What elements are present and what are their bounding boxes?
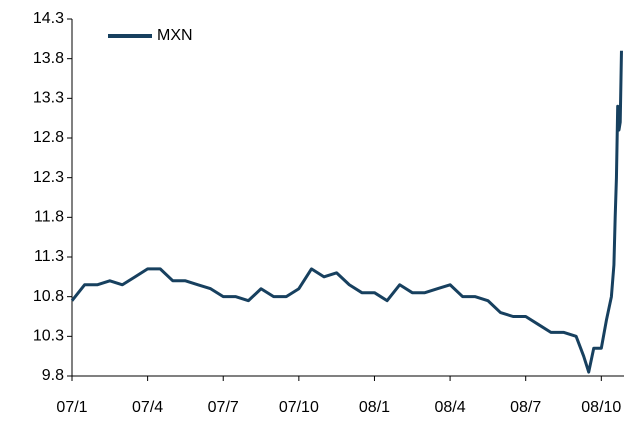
legend-label: MXN: [157, 27, 193, 44]
y-tick-label: 13.3: [33, 90, 64, 107]
y-tick-label: 11.8: [34, 209, 64, 226]
x-tick-label: 07/1: [56, 399, 87, 416]
y-tick-label: 13.8: [33, 50, 64, 67]
y-tick-label: 9.8: [42, 367, 64, 384]
x-tick-label: 08/7: [510, 399, 541, 416]
y-tick-label: 14.3: [33, 10, 64, 27]
y-tick-label: 10.3: [33, 328, 64, 345]
y-tick-label: 10.8: [33, 288, 64, 305]
y-tick-label: 11.3: [34, 248, 64, 265]
x-tick-label: 07/7: [208, 399, 239, 416]
y-tick-label: 12.3: [33, 169, 64, 186]
x-tick-label: 08/10: [581, 399, 621, 416]
x-tick-label: 08/1: [359, 399, 390, 416]
y-tick-label: 12.8: [33, 129, 64, 146]
x-tick-label: 07/4: [132, 399, 163, 416]
data-line: [70, 50, 623, 374]
x-tick-label: 07/10: [279, 399, 319, 416]
x-tick-label: 08/4: [435, 399, 466, 416]
